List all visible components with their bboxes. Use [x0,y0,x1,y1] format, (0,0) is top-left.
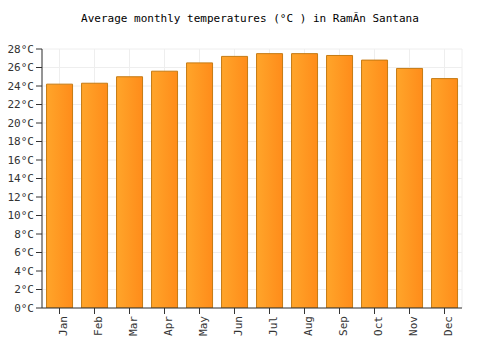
svg-text:28°C: 28°C [8,43,34,56]
svg-text:16°C: 16°C [8,154,34,167]
svg-text:18°C: 18°C [8,135,34,148]
svg-text:Nov: Nov [407,316,420,336]
svg-text:Aug: Aug [302,316,315,336]
svg-text:Mar: Mar [127,316,140,336]
svg-text:24°C: 24°C [8,80,34,93]
svg-text:Jan: Jan [57,316,70,336]
svg-text:26°C: 26°C [8,61,34,74]
svg-text:14°C: 14°C [8,172,34,185]
svg-text:Apr: Apr [162,316,175,336]
svg-text:Dec: Dec [442,316,455,336]
svg-text:Jun: Jun [232,316,245,336]
svg-text:Jul: Jul [267,316,280,336]
html-text:Average monthly temperatures (: Average monthly temperatures (°C ) in Ra… [81,12,419,25]
svg-text:Oct: Oct [372,316,385,336]
svg-text:Feb: Feb [92,316,105,336]
svg-text:12°C: 12°C [8,191,34,204]
svg-text:Sep: Sep [337,316,350,336]
svg-text:4°C: 4°C [14,265,34,278]
svg-text:20°C: 20°C [8,117,34,130]
svg-text:May: May [197,316,210,336]
svg-text:22°C: 22°C [8,98,34,111]
svg-text:10°C: 10°C [8,209,34,222]
svg-text:8°C: 8°C [14,228,34,241]
svg-text:0°C: 0°C [14,302,34,315]
svg-text:2°C: 2°C [14,283,34,296]
svg-text:6°C: 6°C [14,246,34,259]
